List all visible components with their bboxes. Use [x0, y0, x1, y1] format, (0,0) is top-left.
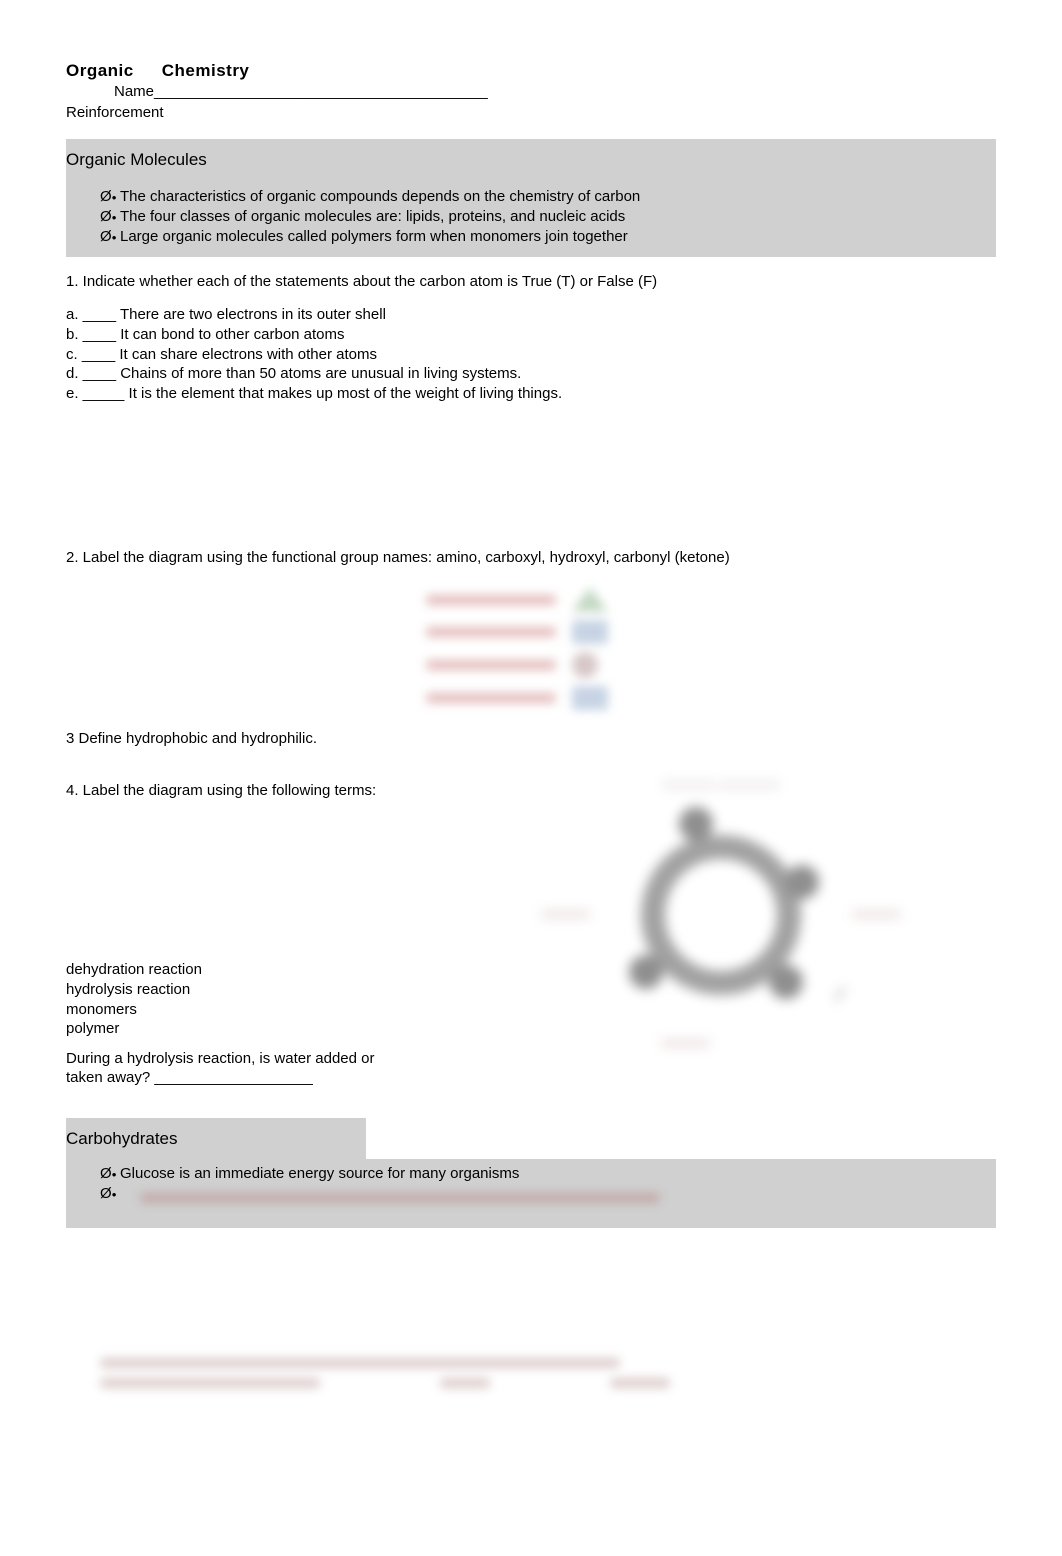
blurred-line	[610, 1378, 670, 1388]
question-4-row: 4. Label the diagram using the following…	[66, 782, 996, 1087]
bullet-item: Ø🞄The characteristics of organic compoun…	[100, 188, 992, 207]
bullet-text: Glucose is an immediate energy source fo…	[120, 1165, 519, 1182]
term-item: monomers	[66, 1001, 426, 1020]
term-item: polymer	[66, 1020, 426, 1039]
followup-line: During a hydrolysis reaction, is water a…	[66, 1050, 426, 1069]
tf-item[interactable]: c. ____ It can share electrons with othe…	[66, 346, 996, 365]
title-word-1: Organic	[66, 61, 134, 80]
question-1-prompt: 1. Indicate whether each of the statemen…	[66, 273, 996, 292]
blurred-bottom-content	[66, 1358, 996, 1398]
reaction-cycle-diagram-blurred: xxxxxxx xxxxxxx xxxxxxx	[571, 805, 871, 1045]
bullet-marker-icon: Ø🞄	[100, 1185, 120, 1204]
blurred-content	[140, 1193, 660, 1203]
bullet-marker-icon: Ø🞄	[100, 228, 120, 247]
section-organic-molecules-heading: Organic Molecules	[66, 139, 996, 180]
document-title-row: Organic Chemistry	[66, 60, 996, 81]
diagram-row	[426, 620, 636, 644]
blurred-line	[100, 1378, 320, 1388]
document-title: Organic Chemistry	[66, 60, 249, 81]
tf-item[interactable]: e. _____ It is the element that makes up…	[66, 385, 996, 404]
section-organic-molecules-bullets: Ø🞄The characteristics of organic compoun…	[66, 180, 996, 257]
section-carbohydrates-bullets: Ø🞄Glucose is an immediate energy source …	[66, 1159, 996, 1229]
tf-item[interactable]: a. ____ There are two electrons in its o…	[66, 306, 996, 325]
subheading: Reinforcement	[66, 104, 996, 123]
term-item: dehydration reaction	[66, 961, 426, 980]
bullet-text: The four classes of organic molecules ar…	[120, 208, 625, 225]
bullet-marker-icon: Ø🞄	[100, 188, 120, 207]
name-blank[interactable]: ________________________________________	[154, 83, 488, 100]
name-label: Name	[114, 83, 154, 100]
question-1-items: a. ____ There are two electrons in its o…	[66, 306, 996, 404]
section-carbohydrates-heading: Carbohydrates	[66, 1118, 366, 1159]
diagram-row	[426, 652, 636, 678]
blurred-line	[440, 1378, 490, 1388]
tf-item[interactable]: d. ____ Chains of more than 50 atoms are…	[66, 365, 996, 384]
diagram-caption-blurred: xxxxxxx xxxxxxxx	[446, 776, 996, 795]
bullet-item: Ø🞄Glucose is an immediate energy source …	[100, 1165, 992, 1184]
title-word-2: Chemistry	[162, 61, 250, 80]
functional-groups-diagram-blurred	[426, 588, 636, 710]
question-4-terms: dehydration reaction hydrolysis reaction…	[66, 961, 426, 1039]
tf-item[interactable]: b. ____ It can bond to other carbon atom…	[66, 326, 996, 345]
name-field-row: Name____________________________________…	[114, 83, 996, 102]
question-4-followup: During a hydrolysis reaction, is water a…	[66, 1050, 426, 1088]
bullet-marker-icon: Ø🞄	[100, 1165, 120, 1184]
bullet-item: Ø🞄The four classes of organic molecules …	[100, 208, 992, 227]
bullet-item: Ø🞄Large organic molecules called polymer…	[100, 228, 992, 247]
followup-line[interactable]: taken away? ___________________	[66, 1069, 426, 1088]
term-item: hydrolysis reaction	[66, 981, 426, 1000]
question-3-prompt: 3 Define hydrophobic and hydrophilic.	[66, 730, 996, 749]
bullet-item: Ø🞄	[100, 1185, 992, 1204]
bullet-text: The characteristics of organic compounds…	[120, 188, 640, 205]
question-2-prompt: 2. Label the diagram using the functiona…	[66, 549, 996, 568]
diagram-row	[426, 588, 636, 612]
diagram-row	[426, 686, 636, 710]
blurred-line	[100, 1358, 620, 1368]
bullet-marker-icon: Ø🞄	[100, 208, 120, 227]
bullet-text: Large organic molecules called polymers …	[120, 228, 628, 245]
question-4-prompt: 4. Label the diagram using the following…	[66, 782, 426, 801]
